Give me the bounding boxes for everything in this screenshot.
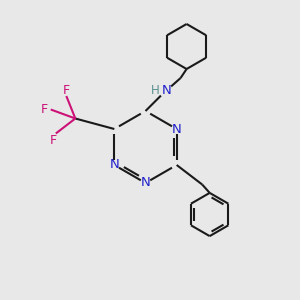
Text: N: N (172, 122, 182, 136)
Text: H: H (151, 83, 160, 97)
Text: N: N (141, 176, 150, 190)
Text: F: F (40, 103, 48, 116)
Text: N: N (110, 158, 119, 172)
Text: F: F (63, 83, 70, 97)
Text: F: F (49, 134, 56, 147)
Text: N: N (162, 83, 172, 97)
